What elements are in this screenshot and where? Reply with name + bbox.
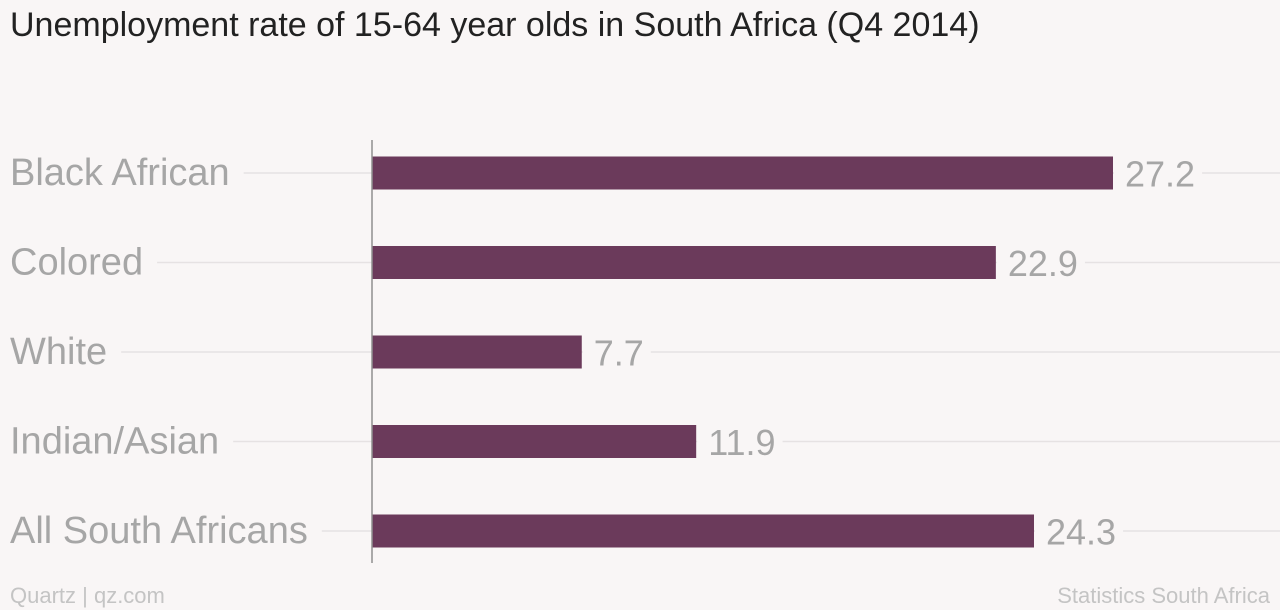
value-label-backdrop <box>1114 167 1203 179</box>
value-label-backdrop <box>697 435 783 448</box>
value-label-backdrop <box>582 346 651 358</box>
footer-credit: Quartz | qz.com <box>10 583 165 608</box>
value-label: 22.9 <box>1008 243 1078 284</box>
bar <box>372 514 1034 548</box>
category-label: Indian/Asian <box>10 421 219 463</box>
value-label-backdrop <box>1034 525 1124 537</box>
value-label: 24.3 <box>1046 512 1116 553</box>
category-label: All South Africans <box>10 510 308 552</box>
value-label-backdrop <box>996 256 1085 269</box>
bar <box>372 246 996 279</box>
chart-title: Unemployment rate of 15-64 year olds in … <box>10 6 980 44</box>
category-label: White <box>10 331 107 373</box>
bar <box>372 335 582 369</box>
value-label: 27.2 <box>1125 154 1195 195</box>
bar <box>372 156 1113 190</box>
value-label: 7.7 <box>594 333 644 374</box>
value-label: 11.9 <box>708 422 775 463</box>
footer-source: Statistics South Africa <box>1057 583 1270 608</box>
category-label: Black African <box>10 152 230 194</box>
category-label: Colored <box>10 242 143 284</box>
bar <box>372 425 697 458</box>
